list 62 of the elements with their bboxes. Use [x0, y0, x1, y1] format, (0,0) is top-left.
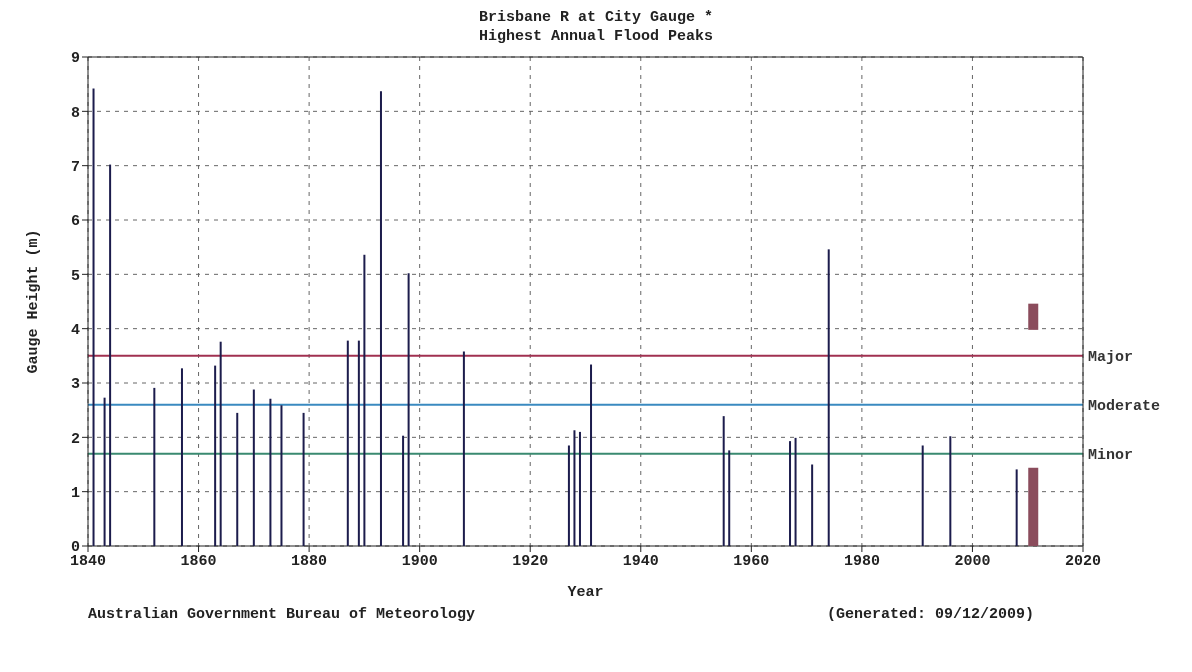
x-tick-label: 1920 — [512, 552, 549, 570]
bar — [794, 437, 797, 546]
bar — [573, 430, 576, 546]
y-tick-label: 4 — [70, 321, 80, 339]
y-tick-label: 2 — [70, 430, 80, 448]
bar — [1028, 303, 1039, 330]
x-tick-label: 1860 — [180, 552, 217, 570]
bar — [1015, 469, 1018, 546]
x-tick-label: 1940 — [622, 552, 659, 570]
bar — [1028, 467, 1039, 546]
x-tick-label: 1900 — [401, 552, 438, 570]
ref-line-label: Moderate — [1088, 398, 1161, 416]
ref-line-label: Minor — [1088, 446, 1134, 464]
bar — [252, 389, 255, 546]
text: Australian Government Bureau of Meteorology — [88, 606, 476, 623]
y-tick-label: 5 — [70, 267, 80, 285]
bar — [180, 368, 183, 546]
bar — [722, 416, 725, 546]
bar — [92, 88, 95, 546]
bar — [302, 412, 305, 546]
x-tick-label: 2020 — [1064, 552, 1102, 570]
bar — [789, 441, 792, 546]
bar — [811, 464, 814, 546]
bar — [280, 405, 283, 546]
y-tick-label: 7 — [70, 158, 80, 176]
bar — [357, 340, 360, 546]
x-tick-label: 1880 — [291, 552, 328, 570]
x-tick-label: 2000 — [954, 552, 991, 570]
x-axis-title: Year — [567, 584, 604, 601]
bar — [153, 387, 156, 546]
bar — [402, 435, 405, 546]
bar — [109, 164, 112, 546]
bar — [921, 445, 924, 546]
bar — [462, 351, 465, 546]
y-tick-label: 8 — [70, 104, 80, 122]
bar — [728, 450, 731, 546]
y-tick-label: 3 — [70, 376, 80, 394]
bar — [236, 412, 239, 546]
bar — [578, 431, 581, 546]
x-tick-label: 1960 — [733, 552, 770, 570]
bar — [590, 364, 593, 546]
bar — [269, 398, 272, 546]
bar — [363, 254, 366, 546]
y-tick-label: 1 — [70, 484, 80, 502]
y-tick-label: 6 — [70, 213, 80, 231]
bar — [103, 397, 106, 546]
bar — [827, 249, 830, 546]
x-tick-label: 1840 — [69, 552, 107, 570]
bar — [219, 341, 222, 546]
x-tick-label: 1980 — [843, 552, 880, 570]
bar — [567, 445, 570, 546]
ref-line-label: Major — [1088, 349, 1134, 367]
bar — [379, 91, 382, 546]
bar — [346, 340, 349, 546]
y-axis-title: Gauge Height (m) — [25, 229, 43, 374]
text: (Generated: 09/12/2009) — [826, 606, 1034, 623]
chart-subtitle: Highest Annual Flood Peaks — [477, 27, 714, 46]
y-tick-label: 9 — [70, 50, 80, 68]
bar — [407, 273, 410, 546]
chart-title: Brisbane R at City Gauge * — [477, 8, 714, 27]
bar — [214, 365, 217, 546]
bar — [949, 436, 952, 546]
